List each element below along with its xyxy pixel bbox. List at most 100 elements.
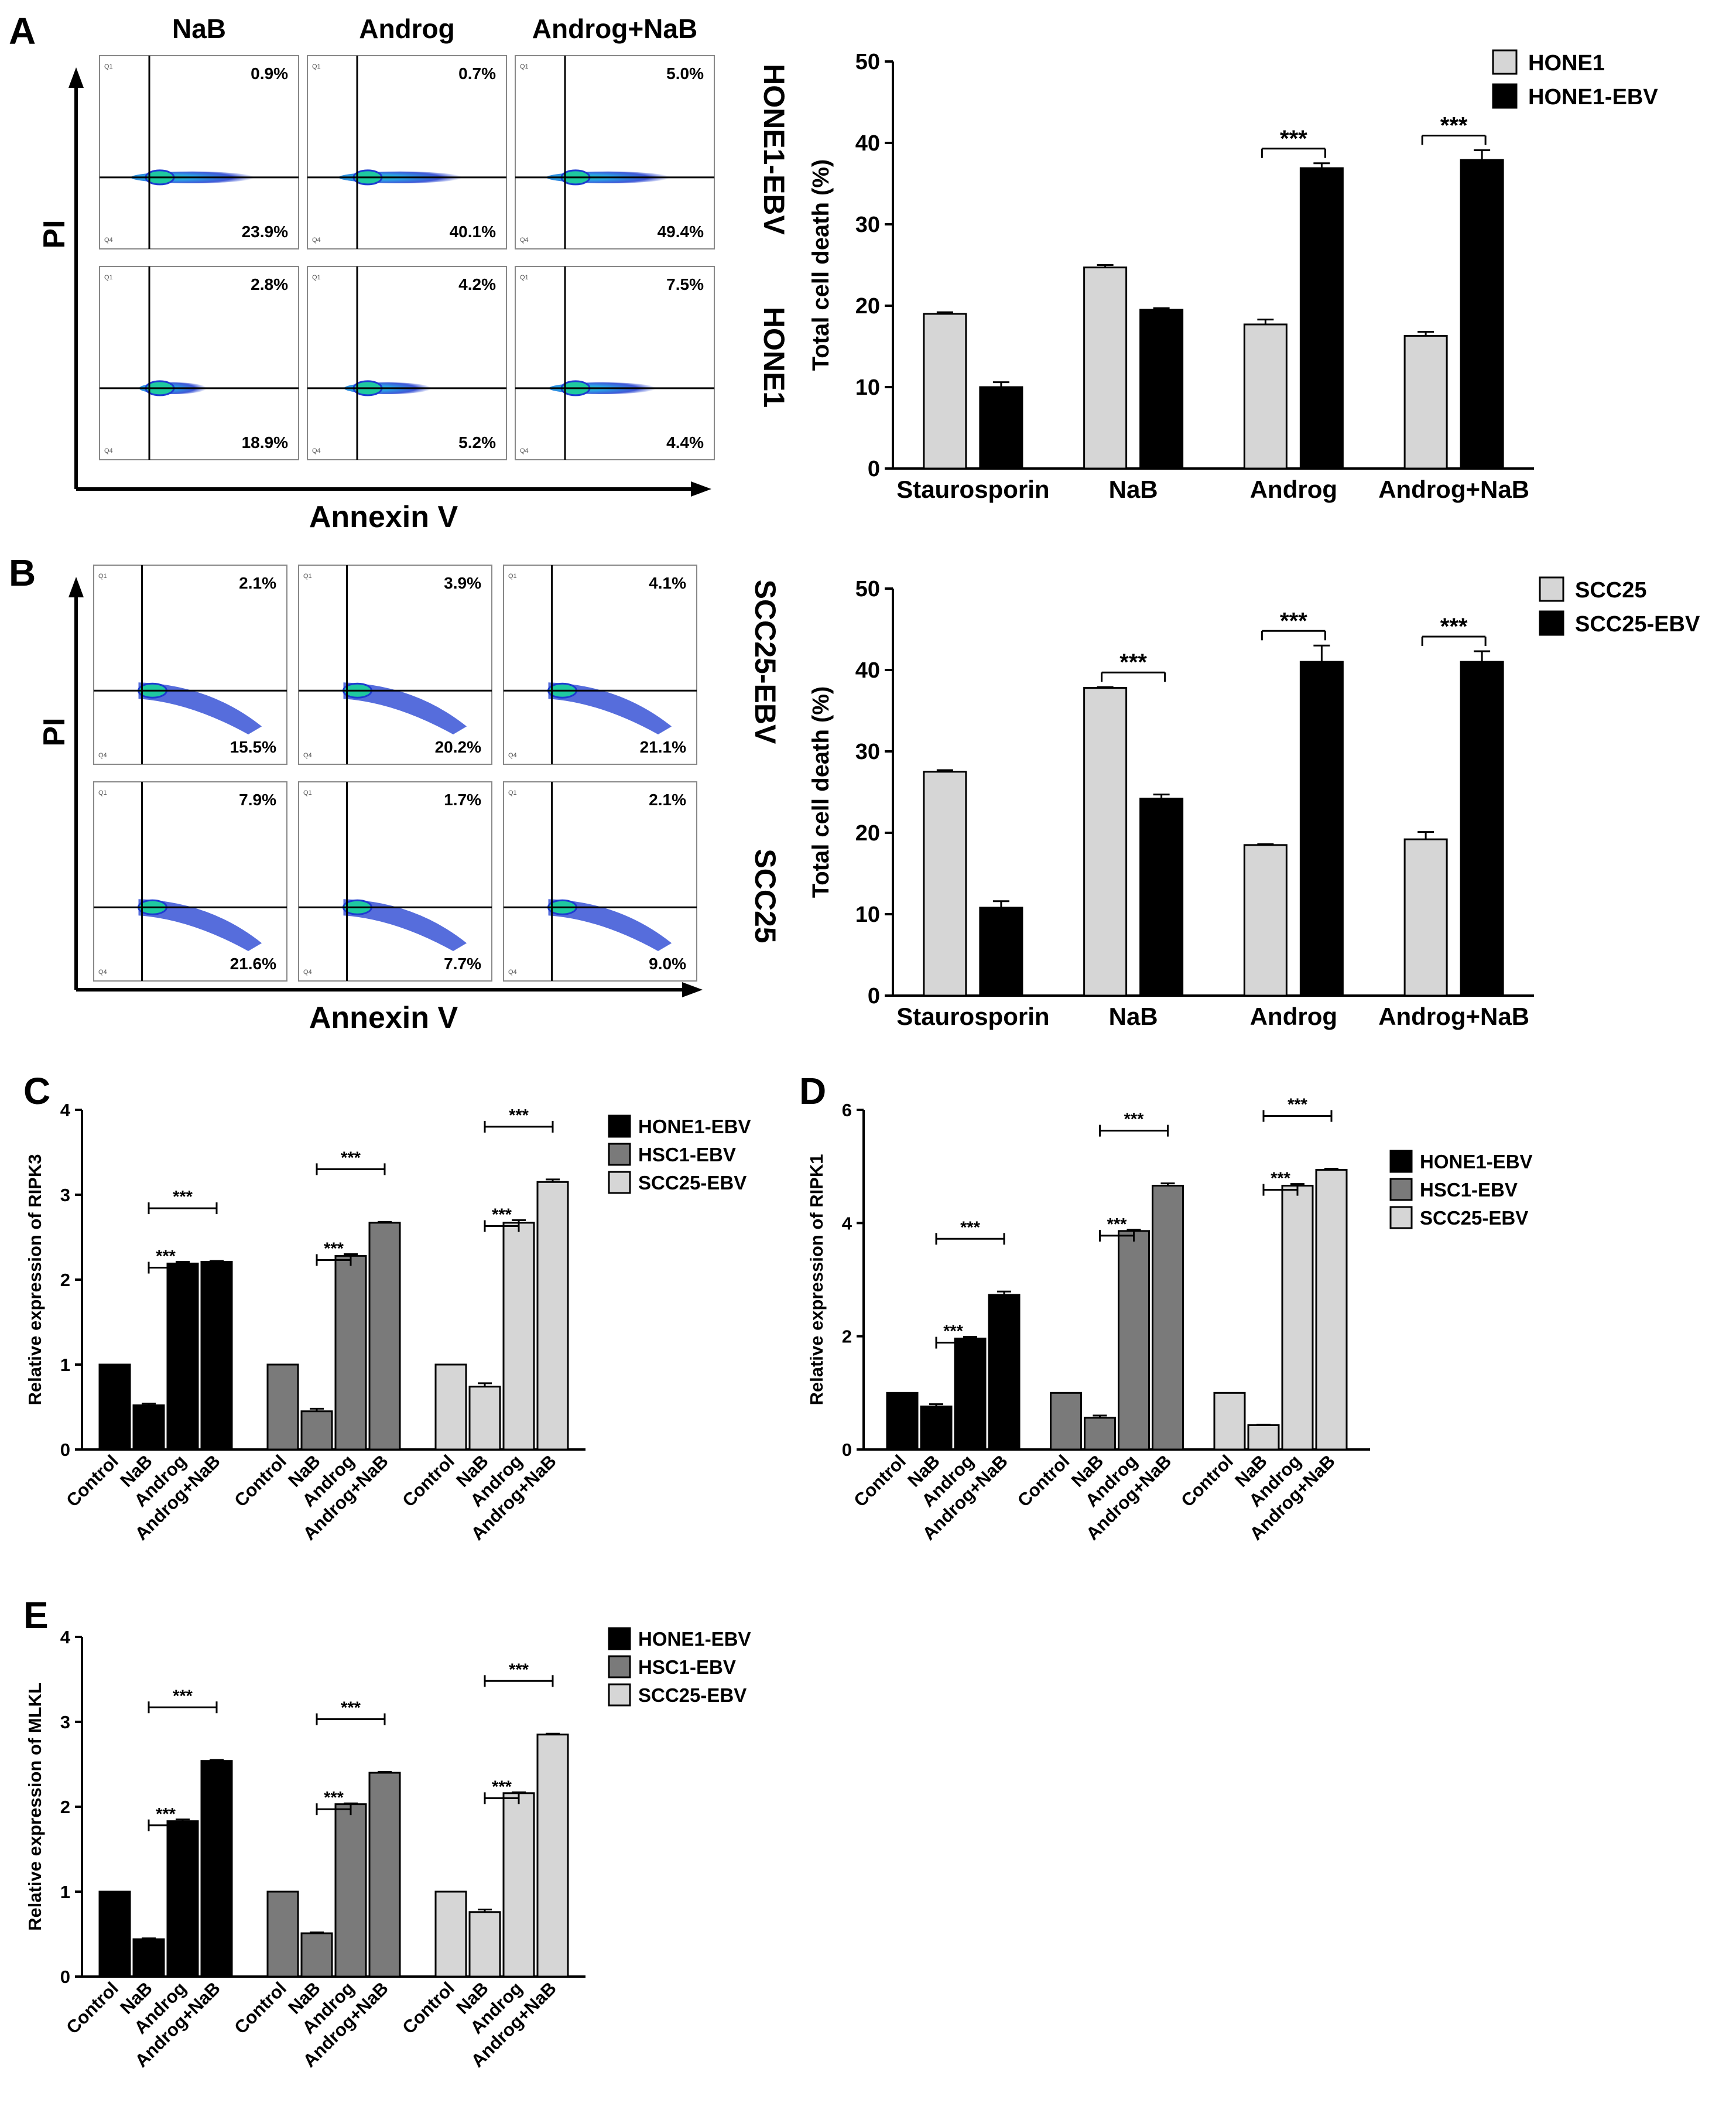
upper-left-percentage: 0.9% xyxy=(251,64,288,83)
bar xyxy=(1315,1168,1348,1451)
significance-label: *** xyxy=(1440,614,1468,640)
significance-label: *** xyxy=(509,1106,529,1125)
plot-frame xyxy=(93,781,287,982)
event-cloud xyxy=(548,899,672,951)
flow-plot: Q1 Q4 0.9% 23.9% xyxy=(99,55,299,249)
legend-label: HSC1-EBV xyxy=(1420,1179,1518,1201)
y-axis-arrowhead xyxy=(69,577,84,597)
bar xyxy=(166,1820,199,1978)
upper-left-percentage: 5.0% xyxy=(666,64,704,83)
legend-label: HONE1-EBV xyxy=(1528,85,1658,110)
bar xyxy=(988,1294,1021,1451)
lower-right-percentage: 20.2% xyxy=(435,738,481,756)
quadrant-label: Q4 xyxy=(98,969,107,976)
significance-label: *** xyxy=(1280,126,1307,152)
bar xyxy=(1403,838,1448,997)
lower-right-percentage: 49.4% xyxy=(658,223,704,241)
significance-label: *** xyxy=(173,1188,193,1206)
x-tick-label: Staurosporin xyxy=(896,476,1049,503)
quadrant-label: Q1 xyxy=(98,573,107,580)
lower-right-percentage: 4.4% xyxy=(666,433,704,452)
bar xyxy=(300,1410,333,1451)
significance-label: *** xyxy=(341,1699,361,1718)
significance-label: *** xyxy=(1271,1170,1291,1188)
legend-label: SCC25-EBV xyxy=(638,1172,747,1194)
lower-right-percentage: 21.1% xyxy=(640,738,686,756)
significance-label: *** xyxy=(173,1687,193,1705)
x-tick-label: Control xyxy=(398,1978,458,2038)
legend-label: HSC1-EBV xyxy=(638,1656,736,1678)
x-tick-label: Control xyxy=(1177,1451,1237,1511)
bar xyxy=(434,1890,467,1978)
quadrant-label: Q1 xyxy=(508,789,517,796)
legend-swatch xyxy=(1492,83,1518,109)
bar xyxy=(1139,798,1184,997)
column-header: NaB xyxy=(172,13,226,44)
plot-frame xyxy=(99,266,299,460)
quadrant-label: Q1 xyxy=(508,573,517,580)
bar xyxy=(1118,1230,1150,1451)
panel-label: A xyxy=(9,10,36,52)
bar xyxy=(954,1338,987,1451)
significance-label: *** xyxy=(1124,1110,1145,1129)
flow-plot: Q1 Q4 1.7% 7.7% xyxy=(298,781,492,982)
quadrant-label: Q4 xyxy=(508,969,517,976)
plot-frame xyxy=(93,565,287,765)
bar xyxy=(1281,1185,1314,1451)
significance-label: *** xyxy=(509,1660,529,1679)
quadrant-label: Q1 xyxy=(104,274,113,281)
bar xyxy=(132,1938,165,1978)
event-cloud xyxy=(343,682,467,734)
flow-plot: Q1 Q4 2.1% 15.5% xyxy=(93,565,287,765)
quadrant-label: Q4 xyxy=(312,237,321,244)
x-tick-label: Androg xyxy=(1250,476,1337,503)
y-axis-label: Total cell death (%) xyxy=(808,159,834,371)
event-cloud xyxy=(343,899,467,951)
flow-panel: PI Annexin V NaB Androg Androg+NaB HONE1-EBV H… xyxy=(37,13,790,534)
quadrant-label: Q4 xyxy=(520,447,529,454)
quadrant-label: Q1 xyxy=(104,63,113,70)
lower-right-percentage: 18.9% xyxy=(242,433,288,452)
y-tick-label: 2 xyxy=(842,1326,852,1347)
plot-frame xyxy=(99,55,299,249)
legend-label: HONE1-EBV xyxy=(1420,1151,1533,1172)
y-tick-label: 20 xyxy=(855,821,880,846)
y-axis-arrowhead xyxy=(69,67,84,88)
quadrant-label: Q1 xyxy=(520,274,529,281)
y-axis-title: PI xyxy=(37,220,71,248)
bar xyxy=(368,1222,401,1451)
legend-label: HONE1-EBV xyxy=(638,1628,751,1650)
plot-frame xyxy=(515,266,715,460)
bar xyxy=(1247,1424,1280,1451)
y-tick-label: 30 xyxy=(855,740,880,764)
quadrant-label: Q4 xyxy=(520,237,529,244)
y-tick-label: 0 xyxy=(60,1440,70,1460)
legend-swatch xyxy=(1539,576,1564,602)
bar xyxy=(200,1760,233,1978)
significance-label: *** xyxy=(156,1247,176,1266)
x-tick-label: Control xyxy=(230,1451,290,1511)
bar xyxy=(1243,844,1288,997)
lower-right-percentage: 21.6% xyxy=(230,955,276,973)
legend-swatch xyxy=(608,1143,631,1166)
upper-left-percentage: 1.7% xyxy=(444,791,481,809)
quadrant-label: Q4 xyxy=(508,752,517,759)
lower-right-percentage: 9.0% xyxy=(649,955,686,973)
x-axis-title: Annexin V xyxy=(309,1001,458,1035)
x-axis-arrowhead xyxy=(691,481,711,497)
lower-right-percentage: 5.2% xyxy=(458,433,496,452)
bar xyxy=(266,1363,299,1451)
row-label: SCC25-EBV xyxy=(749,580,782,744)
bar xyxy=(1084,1417,1116,1451)
significance-label: *** xyxy=(1119,649,1147,675)
y-axis-label: Total cell death (%) xyxy=(808,686,834,898)
bar xyxy=(200,1261,233,1451)
upper-left-percentage: 4.2% xyxy=(458,275,496,293)
y-tick-label: 30 xyxy=(855,213,880,237)
significance-label: *** xyxy=(943,1322,964,1341)
legend-swatch xyxy=(1389,1150,1413,1173)
bar xyxy=(1299,661,1344,997)
legend-label: SCC25-EBV xyxy=(1420,1207,1528,1229)
bar-chart: 0 1 2 3 4 Relative expression of RIPK3 Control… xyxy=(25,1100,751,1544)
quadrant-label: Q4 xyxy=(104,447,113,454)
